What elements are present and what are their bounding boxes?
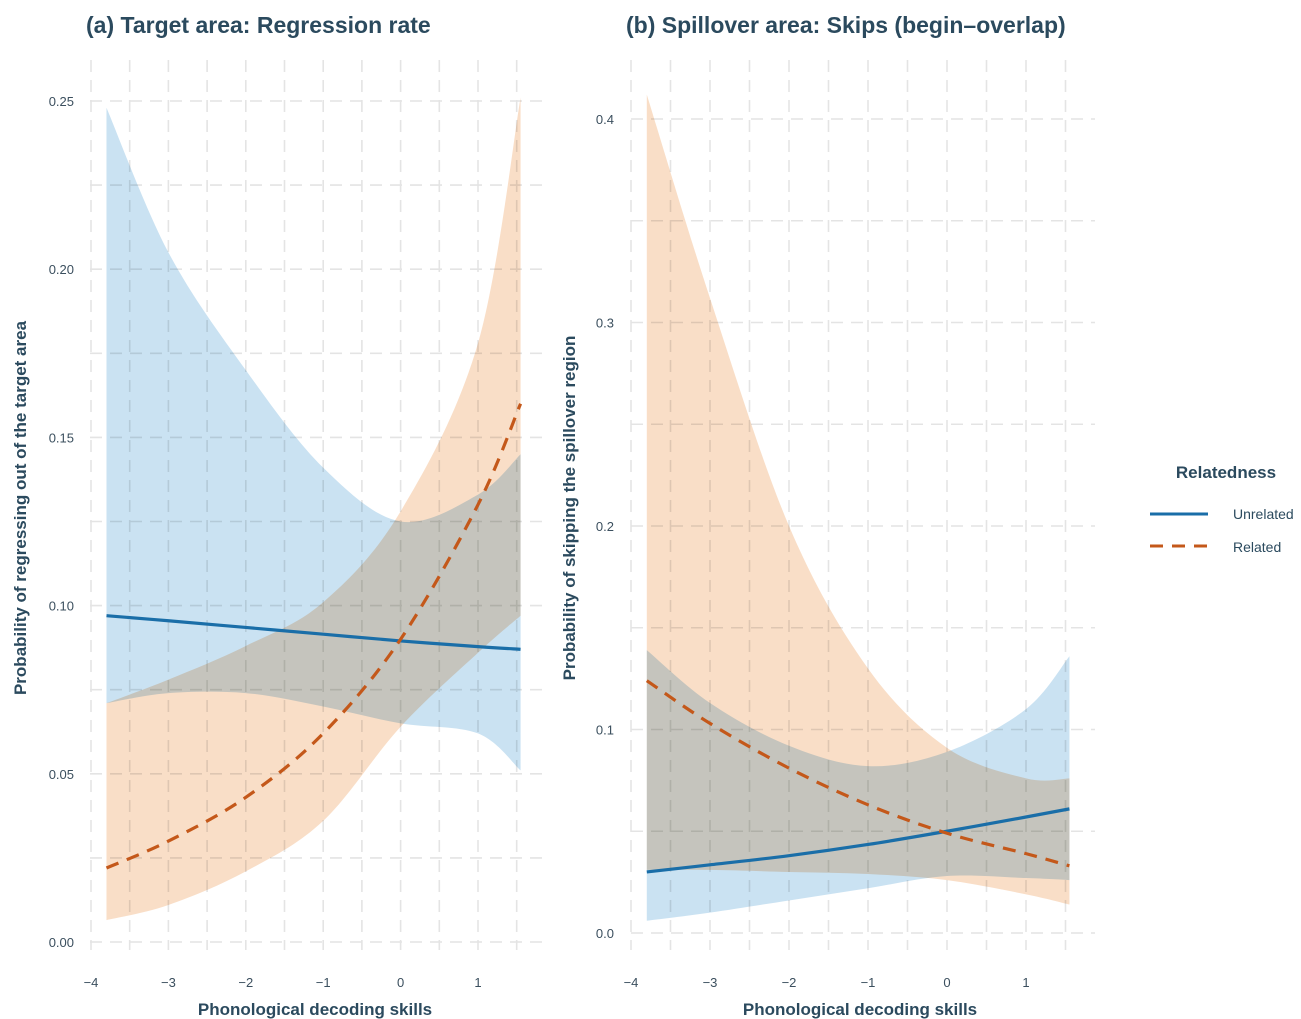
legend: Relatedness Unrelated Related xyxy=(1150,463,1294,555)
panel-b-x-tick-label: 1 xyxy=(1022,975,1029,990)
panel-a-regression-rate: (a) Target area: Regression rate −4 −3 −2−… xyxy=(11,12,545,1019)
panel-b-x-tick-label: −3 xyxy=(703,975,718,990)
panel-a-title: (a) Target area: Regression rate xyxy=(86,12,431,38)
panel-b-y-tick-label: 0.2 xyxy=(596,519,614,534)
panel-a-x-tick-label: −1 xyxy=(316,975,331,990)
panel-a-y-tick-label: 0.00 xyxy=(49,935,74,950)
legend-title: Relatedness xyxy=(1176,463,1276,482)
panel-a-y-tick-label: 0.10 xyxy=(49,599,74,614)
panel-a-line-related xyxy=(105,403,523,870)
panel-a-x-tick-label: −4 xyxy=(84,975,99,990)
panel-a-x-axis-title: Phonological decoding skills xyxy=(198,1000,432,1019)
panel-a-x-tick-label: −3 xyxy=(161,975,176,990)
panel-a-y-tick-label: 0.20 xyxy=(49,262,74,277)
panel-a-confidence-bands xyxy=(106,97,521,921)
panel-a-y-tick-label: 0.05 xyxy=(49,767,74,782)
panel-b-y-tick-label: 0.1 xyxy=(596,723,614,738)
panel-b-confidence-bands xyxy=(646,94,1070,921)
panel-b-x-tick-label: −1 xyxy=(861,975,876,990)
legend-label-unrelated: Unrelated xyxy=(1233,506,1294,522)
panel-b-y-tick-labels: 0.0 0.1 0.2 0.3 0.4 xyxy=(596,112,614,941)
panel-b-x-tick-labels: −4 −3 −2 −1 0 1 xyxy=(624,975,1030,990)
panel-b-x-tick-label: −4 xyxy=(624,975,639,990)
panel-b-x-tick-label: −2 xyxy=(782,975,797,990)
panel-a-y-tick-labels: 0.00 0.05 0.10 0.15 0.20 0.25 xyxy=(49,94,74,950)
panel-b-y-tick-label: 0.0 xyxy=(596,926,614,941)
panel-a-series-lines xyxy=(105,403,523,870)
panel-b-band-related xyxy=(646,94,1070,905)
panel-b-line-related xyxy=(645,679,1070,868)
panel-a-line-unrelated xyxy=(106,614,521,651)
panel-b-y-tick-label: 0.3 xyxy=(596,316,614,331)
panel-a-x-tick-label: 1 xyxy=(474,975,481,990)
panel-a-x-tick-labels: −4 −3 −2 −1 0 1 xyxy=(84,975,482,990)
panel-b-line-unrelated xyxy=(646,807,1070,874)
panel-b-spillover-skips: (b) Spillover area: Skips (begin–overlap… xyxy=(560,12,1095,1019)
panel-a-x-tick-label: −2 xyxy=(238,975,253,990)
legend-label-related: Related xyxy=(1233,539,1281,555)
panel-b-series-lines xyxy=(645,679,1070,874)
panel-a-x-tick-label: 0 xyxy=(397,975,404,990)
panel-b-y-tick-label: 0.4 xyxy=(596,112,614,127)
panel-a-y-axis-title: Probability of regressing out of the tar… xyxy=(11,320,30,695)
panel-a-y-tick-label: 0.15 xyxy=(49,430,74,445)
panel-b-x-axis-title: Phonological decoding skills xyxy=(743,1000,977,1019)
panel-b-title: (b) Spillover area: Skips (begin–overlap… xyxy=(626,12,1066,38)
panel-b-y-axis-title: Probability of skipping the spillover re… xyxy=(560,336,579,681)
panel-a-band-related xyxy=(106,97,521,921)
panel-a-y-tick-label: 0.25 xyxy=(49,94,74,109)
panel-b-x-tick-label: 0 xyxy=(943,975,950,990)
